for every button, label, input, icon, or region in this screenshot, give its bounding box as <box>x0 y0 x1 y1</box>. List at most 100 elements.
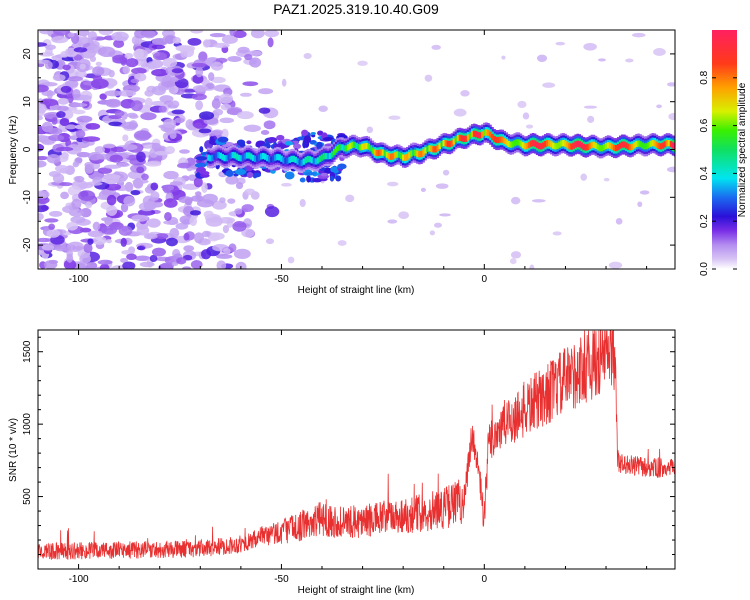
ridge-cell <box>499 136 502 143</box>
heatmap-cell <box>216 254 233 259</box>
heatmap-cell <box>177 162 192 169</box>
heatmap-cell <box>95 61 103 67</box>
ridge-cell <box>631 143 634 150</box>
heatmap-cell <box>57 97 69 105</box>
ridge-cell <box>616 144 620 151</box>
heatmap-cell <box>79 254 91 264</box>
heatmap-cell <box>139 261 155 268</box>
heatmap-cell <box>92 236 107 245</box>
heatmap-cell <box>163 185 172 194</box>
ridge-cell <box>663 141 667 148</box>
heatmap-cell <box>510 196 521 205</box>
heatmap-cell <box>109 154 123 163</box>
heatmap-cell <box>653 48 666 56</box>
heatmap-cell <box>244 188 256 196</box>
ridge-cell <box>474 131 478 138</box>
ridge-cell <box>355 142 358 149</box>
heatmap-cell <box>199 146 204 153</box>
heatmap-cell <box>192 84 209 92</box>
heatmap-cell <box>51 117 58 125</box>
heatmap-cell <box>150 182 159 191</box>
heatmap-cell <box>71 102 88 108</box>
heatmap-cell <box>105 99 122 108</box>
heatmap-cell <box>131 67 147 75</box>
heatmap-cell <box>249 57 262 68</box>
heatmap-cell <box>219 197 226 204</box>
heatmap-cell <box>299 177 306 183</box>
ridge-cell <box>505 139 509 146</box>
ridge-cell <box>420 150 423 158</box>
ridge-cell <box>450 140 454 147</box>
heatmap-cell <box>62 109 74 120</box>
ridge-cell <box>485 129 488 136</box>
ridge-cell <box>600 145 604 152</box>
ridge-cell <box>548 140 551 147</box>
heatmap-cell <box>420 187 426 192</box>
heatmap-cell <box>637 201 643 208</box>
heatmap-cell <box>122 134 129 142</box>
colorbar: 0.0 0.2 0.4 0.6 0.8 Normalized spectral ampl… <box>699 30 748 276</box>
heatmap-cell <box>151 44 166 50</box>
ridge-cell <box>623 141 626 148</box>
heatmap-cell <box>603 177 610 182</box>
heatmap-cell <box>146 218 161 228</box>
heatmap-cell <box>98 30 114 36</box>
heatmap-cell <box>198 128 212 134</box>
snr-series-line <box>38 330 675 560</box>
heatmap-cell <box>242 81 259 87</box>
heatmap-cell <box>163 170 179 180</box>
ridge-cell <box>576 140 580 147</box>
ridge-cell <box>533 140 537 147</box>
heatmap-cell <box>39 52 54 57</box>
heatmap-cell <box>320 172 329 177</box>
ridge-cell <box>586 143 590 151</box>
ridge-cell <box>481 131 484 138</box>
heatmap-cell <box>171 68 184 74</box>
heatmap-cell <box>179 149 190 154</box>
x-tick-label: 0 <box>482 274 488 285</box>
heatmap-cell <box>232 221 247 232</box>
heatmap-cell <box>218 93 234 104</box>
ridge-cell <box>639 141 642 148</box>
heatmap-cell <box>98 46 116 58</box>
heatmap-cell <box>38 160 47 168</box>
ridge-cell <box>272 155 275 162</box>
heatmap-cell <box>280 182 292 187</box>
ridge-cell <box>227 154 231 161</box>
ridge-cell <box>353 141 356 148</box>
ridge-cell <box>406 153 409 161</box>
heatmap-cell <box>284 171 295 180</box>
colorbar-label: Normalized spectral amplitude <box>737 82 748 217</box>
ridge-cell <box>339 144 342 151</box>
heatmap-cell <box>62 64 71 71</box>
ridge-cell <box>335 146 338 153</box>
heatmap-cell <box>83 243 93 254</box>
heatmap-cell <box>302 140 307 149</box>
heatmap-cell <box>217 136 229 143</box>
ridge-cell <box>655 141 659 148</box>
ridge-cell <box>389 153 393 160</box>
heatmap-cell <box>174 117 185 124</box>
heatmap-cell <box>246 140 252 145</box>
ridge-cell <box>444 140 448 147</box>
ridge-cell <box>408 152 411 159</box>
x-tick-label: -50 <box>274 574 289 585</box>
x-tick-label: 0 <box>482 574 488 585</box>
ridge-cell <box>673 143 675 150</box>
heatmap-cell <box>137 208 156 216</box>
ridge-cell <box>225 155 229 162</box>
ridge-cell <box>434 146 438 153</box>
heatmap-cell <box>236 111 254 120</box>
ridge-cell <box>280 155 283 162</box>
heatmap-cell <box>150 100 167 107</box>
heatmap-cell <box>149 254 158 263</box>
heatmap-cell <box>202 238 210 244</box>
heatmap-cell <box>322 137 335 141</box>
snr-ylabel: SNR (10 * v/v) <box>8 418 19 482</box>
ridge-cell <box>525 143 529 150</box>
heatmap-cell <box>631 32 646 38</box>
heatmap-cell <box>260 129 270 135</box>
heatmap-cell <box>120 237 127 247</box>
ridge-cell <box>570 143 573 150</box>
heatmap-cell <box>239 143 246 148</box>
